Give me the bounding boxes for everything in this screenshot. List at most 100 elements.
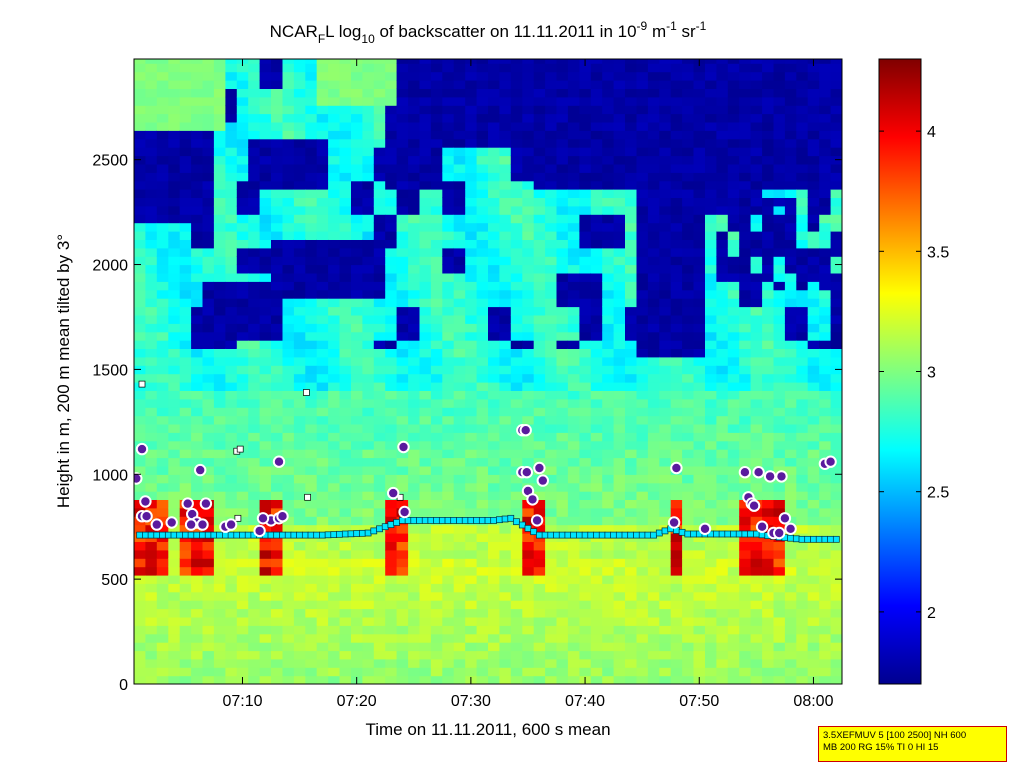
heatmap-cell: [305, 214, 318, 224]
heatmap-cell: [499, 348, 512, 358]
heatmap-cell: [442, 130, 455, 140]
heatmap-cell: [739, 482, 752, 492]
heatmap-cell: [556, 625, 569, 635]
heatmap-cell: [453, 340, 466, 349]
heatmap-cell: [362, 105, 375, 115]
heatmap-cell: [430, 63, 443, 73]
heatmap-cell: [465, 197, 478, 207]
heatmap-cell: [408, 533, 421, 542]
heatmap-cell: [545, 130, 558, 140]
heatmap-cell: [807, 457, 820, 467]
heatmap-cell: [807, 289, 820, 299]
heatmap-cell: [750, 314, 763, 324]
heatmap-cell: [590, 138, 603, 148]
heatmap-cell: [682, 306, 695, 316]
heatmap-cell: [430, 415, 443, 425]
heatmap-cell: [716, 289, 729, 299]
heatmap-cell: [510, 113, 523, 123]
heatmap-cell: [282, 180, 295, 190]
heatmap-cell: [282, 147, 295, 157]
heatmap-cell: [739, 524, 752, 534]
heatmap-cell: [328, 558, 341, 568]
heatmap-cell: [259, 289, 272, 299]
heatmap-cell: [579, 239, 592, 249]
heatmap-cell: [442, 80, 455, 89]
heatmap-cell: [339, 675, 352, 684]
heatmap-cell: [248, 59, 261, 64]
heatmap-cell: [739, 247, 752, 257]
heatmap-cell: [819, 390, 832, 400]
heatmap-cell: [202, 415, 215, 425]
cloud-base-marker: [792, 535, 800, 543]
heatmap-cell: [510, 272, 523, 282]
heatmap-cell: [773, 432, 786, 442]
heatmap-cell: [271, 574, 283, 584]
heatmap-cell: [693, 407, 706, 417]
heatmap-cell: [705, 272, 717, 282]
cloud-base-marker: [427, 517, 435, 524]
heatmap-cell: [590, 256, 603, 266]
heatmap-cell: [625, 650, 637, 660]
heatmap-cell: [202, 465, 215, 475]
heatmap-cell: [830, 415, 842, 425]
heatmap-cell: [202, 365, 215, 375]
heatmap-cell: [716, 533, 729, 542]
heatmap-cell: [373, 616, 386, 626]
heatmap-cell: [533, 423, 546, 433]
heatmap-cell: [545, 197, 558, 207]
heatmap-cell: [305, 600, 318, 610]
heatmap-cell: [430, 365, 443, 375]
heatmap-cell: [556, 348, 569, 358]
heatmap-cell: [716, 222, 729, 232]
heatmap-cell: [807, 163, 820, 173]
heatmap-cell: [693, 658, 706, 668]
heatmap-cell: [625, 331, 637, 341]
heatmap-cell: [396, 298, 409, 308]
heatmap-cell: [191, 222, 204, 232]
heatmap-cell: [385, 600, 398, 610]
heatmap-cell: [819, 289, 832, 299]
heatmap-cell: [385, 222, 398, 232]
heatmap-cell: [647, 600, 660, 610]
heatmap-cell: [488, 71, 500, 81]
heatmap-cell: [796, 667, 809, 677]
heatmap-cell: [556, 382, 569, 391]
heatmap-cell: [408, 558, 421, 568]
heatmap-cell: [351, 314, 363, 324]
heatmap-cell: [453, 239, 466, 249]
heatmap-cell: [419, 373, 432, 383]
heatmap-cell: [339, 440, 352, 450]
heatmap-cell: [556, 197, 569, 207]
cloud-base-marker: [661, 527, 669, 535]
heatmap-cell: [533, 205, 546, 215]
heatmap-cell: [739, 205, 752, 215]
heatmap-cell: [488, 247, 500, 257]
heatmap-cell: [670, 105, 683, 115]
heatmap-cell: [453, 281, 466, 291]
cloud-base-marker: [787, 534, 794, 542]
heatmap-cell: [191, 541, 204, 551]
heatmap-cell: [830, 205, 842, 215]
heatmap-cell: [419, 407, 432, 417]
heatmap-cell: [248, 331, 261, 341]
heatmap-cell: [602, 524, 615, 534]
heatmap-cell: [807, 465, 820, 475]
heatmap-cell: [156, 323, 169, 333]
heatmap-cell: [625, 163, 637, 173]
heatmap-cell: [271, 566, 283, 576]
heatmap-cell: [773, 415, 786, 425]
heatmap-cell: [236, 549, 249, 559]
cloud-base-marker: [558, 531, 566, 539]
heatmap-cell: [716, 105, 729, 115]
heatmap-cell: [191, 205, 204, 215]
heatmap-cell: [602, 163, 615, 173]
heatmap-cell: [351, 625, 363, 635]
heatmap-cell: [453, 272, 466, 282]
heatmap-cell: [202, 440, 215, 450]
heatmap-cell: [819, 675, 832, 684]
heatmap-cell: [602, 247, 615, 257]
heatmap-cell: [647, 524, 660, 534]
heatmap-cell: [784, 633, 797, 643]
heatmap-cell: [419, 650, 432, 660]
heatmap-cell: [659, 306, 672, 316]
